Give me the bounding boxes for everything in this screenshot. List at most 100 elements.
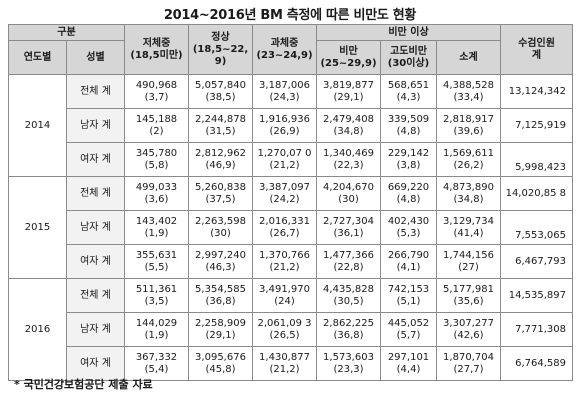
header-col-subtotal: 소계 <box>435 40 502 75</box>
value-cell: 511,361 (3,5) <box>124 278 189 313</box>
value-cell: 1,340,469 (22,3) <box>316 142 381 177</box>
cell-percent: (27) <box>458 261 479 273</box>
cell-count: 4,873,890 <box>443 181 494 193</box>
cell-percent: (3,6) <box>144 193 169 205</box>
value-cell: 742,153 (5,1) <box>380 278 437 313</box>
table-row: 여자 계 367,332 (5,4) 3,095,676 (45,8) 1,430,877… <box>9 346 574 381</box>
header-col-underweight: 저체중 (18,5미만) <box>124 24 189 75</box>
cell-percent: (39,6) <box>453 125 484 137</box>
cell-percent: (5,4) <box>144 363 169 375</box>
value-cell: 5,260,838 (37,5) <box>188 176 253 211</box>
header-year: 연도별 <box>8 40 67 75</box>
gender-cell: 전체 계 <box>66 176 125 211</box>
cell-count: 742,153 <box>387 283 430 295</box>
value-cell: 2,244,878 (31,5) <box>188 108 253 143</box>
value-cell: 2,258,909 (29,1) <box>188 312 253 347</box>
total-cell: 7,125,919 <box>500 108 574 143</box>
value-cell: 1,270,07 0 (21,2) <box>252 142 317 177</box>
cell-count: 2,244,878 <box>195 113 246 125</box>
gender-cell: 남자 계 <box>66 210 125 245</box>
value-cell: 3,187,006 (24,3) <box>252 74 317 109</box>
cell-percent: (24) <box>274 295 295 307</box>
value-cell: 345,780 (5,8) <box>124 142 189 177</box>
cell-count: 490,968 <box>135 79 178 91</box>
table-header: 구분 저체중 (18,5미만) 정상 (18,5~22,9) 과체중 (23~2… <box>8 24 574 75</box>
value-cell: 5,057,840 (38,5) <box>188 74 253 109</box>
cell-count: 1,270,07 0 <box>257 147 312 159</box>
cell-count: 3,387,097 <box>259 181 310 193</box>
cell-percent: (5,3) <box>396 227 421 239</box>
table-row: 남자 계 145,188 (2) 2,244,878 (31,5) 1,916,936 (2… <box>9 108 574 143</box>
total-cell: 14,020,85 8 <box>500 176 574 211</box>
value-cell: 1,744,156 (27) <box>435 244 502 279</box>
value-cell: 1,430,877 (21,2) <box>252 346 317 381</box>
cell-percent: (23,3) <box>333 363 364 375</box>
cell-count: 2,263,598 <box>195 215 246 227</box>
cell-percent: (26,2) <box>453 159 484 171</box>
header-col-severe-obese: 고도비만 (30이상) <box>380 40 437 75</box>
cell-count: 1,370,766 <box>259 249 310 261</box>
cell-percent: (5,5) <box>144 261 169 273</box>
header-obese-band: 비만 이상 <box>315 24 502 41</box>
cell-percent: (4,8) <box>396 125 421 137</box>
cell-count: 4,388,528 <box>443 79 494 91</box>
cell-count: 2,258,909 <box>195 317 246 329</box>
header-col-overweight: 과체중 (23~24,9) <box>252 24 317 75</box>
cell-count: 4,435,828 <box>323 283 374 295</box>
cell-count: 367,332 <box>135 351 178 363</box>
table-row: 여자 계 345,780 (5,8) 2,812,962 (46,9) 1,270,07 … <box>9 142 574 177</box>
value-cell: 2,727,304 (36,1) <box>316 210 381 245</box>
cell-percent: (41,4) <box>453 227 484 239</box>
total-cell: 5,998,423 <box>500 142 574 177</box>
header-col-obese: 비만 (25~29,9) <box>316 40 381 75</box>
value-cell: 2,263,598 (30) <box>188 210 253 245</box>
cell-percent: (29,1) <box>333 91 364 103</box>
cell-percent: (36,8) <box>333 329 364 341</box>
table-title: 2014~2016년 BM 측정에 따른 비만도 현황 <box>163 8 417 23</box>
cell-count: 511,361 <box>135 283 178 295</box>
cell-count: 3,187,006 <box>259 79 310 91</box>
cell-count: 3,819,877 <box>323 79 374 91</box>
value-cell: 145,188 (2) <box>124 108 189 143</box>
cell-count: 355,631 <box>135 249 178 261</box>
value-cell: 2,016,331 (26,7) <box>252 210 317 245</box>
gender-cell: 여자 계 <box>66 142 125 177</box>
value-cell: 2,812,962 (46,9) <box>188 142 253 177</box>
cell-count: 345,780 <box>135 147 178 159</box>
year-cell: 2015 <box>8 176 67 279</box>
value-cell: 4,204,670 (30) <box>316 176 381 211</box>
value-cell: 4,435,828 (30,5) <box>316 278 381 313</box>
value-cell: 339,509 (4,8) <box>380 108 437 143</box>
cell-count: 402,430 <box>387 215 430 227</box>
value-cell: 2,061,09 3 (26,5) <box>252 312 317 347</box>
cell-percent: (24,2) <box>269 193 300 205</box>
cell-percent: (22,8) <box>333 261 364 273</box>
cell-count: 5,057,840 <box>195 79 246 91</box>
cell-count: 2,479,408 <box>323 113 374 125</box>
cell-percent: (4,1) <box>396 261 421 273</box>
value-cell: 1,477,366 (22,8) <box>316 244 381 279</box>
cell-percent: (3,5) <box>144 295 169 307</box>
cell-percent: (1,9) <box>144 329 169 341</box>
cell-count: 1,870,704 <box>443 351 494 363</box>
cell-count: 1,430,877 <box>259 351 310 363</box>
value-cell: 355,631 (5,5) <box>124 244 189 279</box>
cell-count: 3,129,734 <box>443 215 494 227</box>
cell-percent: (46,3) <box>205 261 236 273</box>
value-cell: 3,307,277 (42,6) <box>435 312 502 347</box>
cell-percent: (26,9) <box>269 125 300 137</box>
cell-percent: (36,8) <box>205 295 236 307</box>
cell-percent: (33,4) <box>453 91 484 103</box>
cell-count: 5,177,981 <box>443 283 494 295</box>
value-cell: 1,370,766 (21,2) <box>252 244 317 279</box>
cell-percent: (21,2) <box>269 363 300 375</box>
header-col-total: 수검인원 계 <box>500 24 574 75</box>
value-cell: 144,029 (1,9) <box>124 312 189 347</box>
cell-percent: (5,7) <box>396 329 421 341</box>
cell-count: 2,812,962 <box>195 147 246 159</box>
gender-cell: 여자 계 <box>66 346 125 381</box>
value-cell: 490,968 (3,7) <box>124 74 189 109</box>
cell-count: 266,790 <box>387 249 430 261</box>
cell-count: 1,573,603 <box>323 351 374 363</box>
cell-count: 669,220 <box>387 181 430 193</box>
